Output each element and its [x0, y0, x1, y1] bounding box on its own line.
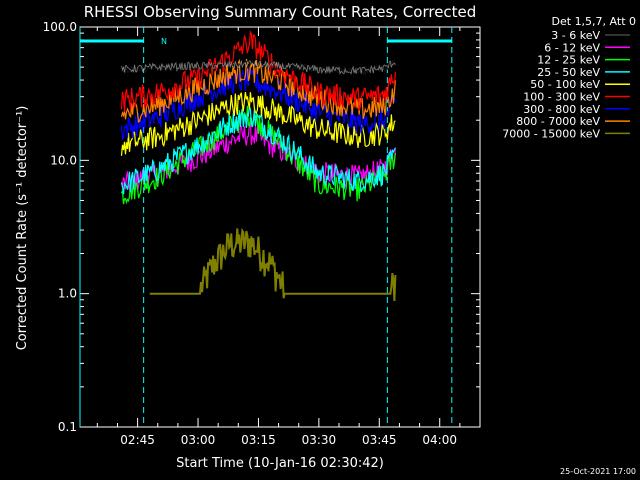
- series-line-12-25kev: [120, 105, 396, 205]
- y-tick-label: 100.0: [43, 20, 77, 34]
- y-tick-label: 10.0: [50, 153, 77, 167]
- series-line-25-50kev: [120, 104, 396, 195]
- legend-label: 25 - 50 keV: [537, 66, 600, 79]
- series-line-3-6kev-outline: [121, 60, 396, 76]
- legend-label: 3 - 6 keV: [551, 29, 600, 42]
- legend-header: Det 1,5,7, Att 0: [552, 15, 636, 28]
- y-tick-label: 1.0: [58, 287, 77, 301]
- legend-label: 7000 - 15000 keV: [502, 127, 600, 140]
- axis-ticks: 0.1 1.0 10.0 100.0 02:45 03:00 03:15 03:30 03:45…: [43, 20, 481, 447]
- x-tick-label: 04:00: [422, 433, 457, 447]
- legend-label: 100 - 300 keV: [523, 91, 600, 104]
- night-marker-label: N: [161, 37, 167, 46]
- x-tick-label: 03:00: [181, 433, 216, 447]
- night-intervals: [79, 27, 453, 427]
- y-axis-label: Corrected Count Rate (s⁻¹ detector⁻¹): [15, 106, 30, 351]
- x-tick-label: 03:45: [362, 433, 397, 447]
- chart-title: RHESSI Observing Summary Count Rates, Co…: [84, 3, 477, 21]
- series-line-100-300kev: [120, 29, 396, 112]
- x-tick-label: 02:45: [120, 433, 155, 447]
- legend-label: 6 - 12 keV: [544, 41, 600, 54]
- series-line-300-800kev: [120, 67, 396, 141]
- y-tick-label: 0.1: [58, 420, 77, 434]
- legend-label: 300 - 800 keV: [523, 103, 600, 116]
- x-axis-label: Start Time (10-Jan-16 02:30:42): [176, 456, 384, 471]
- series-line-7000-15000kev: [149, 227, 397, 302]
- legend-label: 50 - 100 keV: [530, 78, 600, 91]
- x-tick-label: 03:30: [302, 433, 337, 447]
- series-line-50-100kev: [120, 92, 396, 156]
- legend-label: 12 - 25 keV: [537, 54, 600, 67]
- footer-timestamp: 25-Oct-2021 17:00: [560, 467, 636, 476]
- x-tick-label: 03:15: [241, 433, 276, 447]
- legend-label: 800 - 7000 keV: [516, 115, 600, 128]
- series-group: [120, 29, 397, 302]
